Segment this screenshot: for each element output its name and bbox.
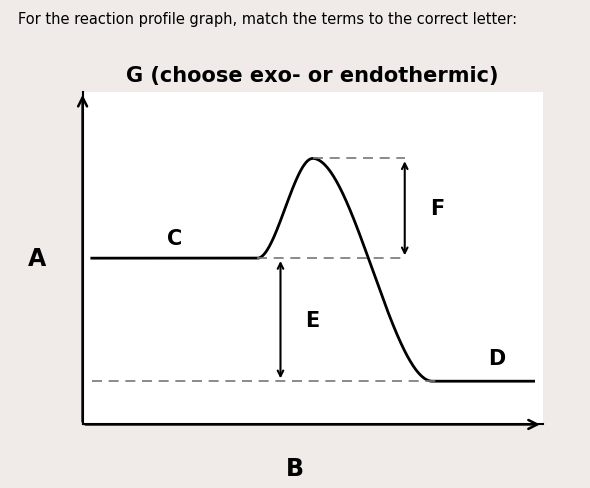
Title: G (choose exo- or endothermic): G (choose exo- or endothermic) bbox=[126, 66, 499, 85]
Text: E: E bbox=[306, 310, 320, 330]
Text: B: B bbox=[286, 456, 304, 481]
Text: F: F bbox=[430, 199, 444, 219]
Text: D: D bbox=[488, 348, 506, 368]
Text: For the reaction profile graph, match the terms to the correct letter:: For the reaction profile graph, match th… bbox=[18, 12, 517, 27]
Text: A: A bbox=[28, 246, 45, 271]
Text: C: C bbox=[167, 229, 182, 249]
